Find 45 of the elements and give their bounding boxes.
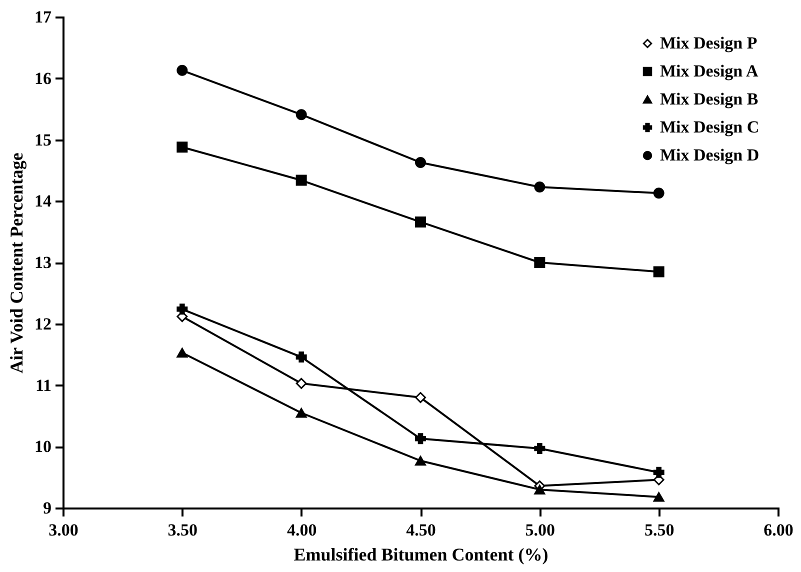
x-tick-label: 6.00 — [764, 520, 794, 540]
point — [176, 64, 188, 76]
point — [653, 188, 664, 199]
x-tick-label: 3.00 — [48, 520, 78, 540]
y-tick-label: 13 — [34, 253, 52, 272]
point — [415, 216, 426, 228]
point — [176, 142, 188, 153]
x-tick-label: 5.00 — [525, 520, 556, 540]
point — [534, 182, 546, 192]
x-axis-title: Emulsified Bitumen Content (%) — [294, 544, 548, 564]
point — [176, 304, 188, 315]
x-tick-label: 5.50 — [644, 520, 674, 540]
point — [415, 156, 426, 168]
y-tick-label: 14 — [34, 192, 52, 211]
point — [415, 456, 426, 466]
point — [296, 378, 307, 389]
x-tick-label: 4.50 — [406, 520, 436, 540]
point — [176, 348, 188, 358]
x-tick-label: 4.00 — [286, 520, 317, 540]
y-tick-label: 16 — [34, 68, 52, 88]
point — [296, 109, 307, 120]
legend-label: Mix Design D — [660, 146, 760, 164]
y-tick-label: 15 — [34, 130, 52, 150]
point — [653, 266, 664, 278]
point — [534, 257, 546, 268]
legend-label: Mix Design P — [660, 34, 758, 52]
y-axis-title: Air Void Content Percentage — [6, 152, 26, 374]
legend-label: Mix Design C — [660, 118, 760, 136]
point — [653, 492, 664, 502]
y-tick-label: 17 — [34, 8, 52, 26]
point — [296, 408, 307, 418]
legend-label: Mix Design B — [660, 90, 758, 108]
y-tick-label: 12 — [34, 314, 52, 334]
point — [534, 484, 546, 494]
point — [415, 433, 426, 444]
point — [653, 466, 664, 478]
y-tick-label: 9 — [43, 498, 52, 518]
y-tick-label: 10 — [34, 437, 52, 456]
point — [296, 174, 307, 186]
y-tick-label: 11 — [35, 376, 52, 395]
x-tick-label: 3.50 — [168, 520, 198, 540]
legend-label: Mix Design A — [660, 62, 759, 80]
point — [415, 392, 426, 404]
point — [296, 352, 307, 363]
point — [534, 442, 546, 454]
